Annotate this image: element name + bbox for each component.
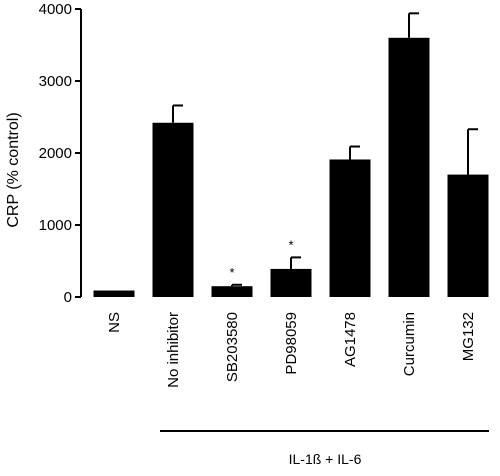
bar (329, 159, 371, 297)
x-category-label: NS (106, 312, 123, 333)
bar (152, 122, 194, 297)
y-tick-label: 1000 (39, 217, 72, 234)
y-axis: 0 1000 2000 3000 4000 (39, 1, 82, 306)
significance-marker: * (229, 265, 234, 280)
y-tick-label: 4000 (39, 1, 72, 18)
x-category-label: SB203580 (224, 312, 241, 382)
y-tick-label: 2000 (39, 145, 72, 162)
x-category-label: MG132 (460, 312, 477, 361)
significance-markers: ** (229, 237, 293, 279)
bar (388, 37, 430, 298)
y-tick-label: 3000 (39, 73, 72, 90)
x-category-label: No inhibitor (165, 312, 182, 388)
y-tick-label: 0 (64, 289, 72, 306)
bar (270, 268, 312, 297)
significance-marker: * (288, 237, 293, 252)
bar (93, 290, 135, 297)
bar (447, 174, 489, 297)
x-category-label: AG1478 (342, 312, 359, 367)
bar (211, 286, 253, 297)
x-category-labels: NS No inhibitor SB203580 PD98059 AG1478 Curcu… (106, 312, 477, 388)
bars (93, 37, 489, 298)
group-label: IL-1ß + IL-6 (289, 451, 362, 467)
x-category-label: Curcumin (401, 312, 418, 376)
error-bars (172, 12, 478, 287)
x-category-label: PD98059 (283, 312, 300, 375)
y-axis-title: CRP (% control) (5, 112, 22, 227)
